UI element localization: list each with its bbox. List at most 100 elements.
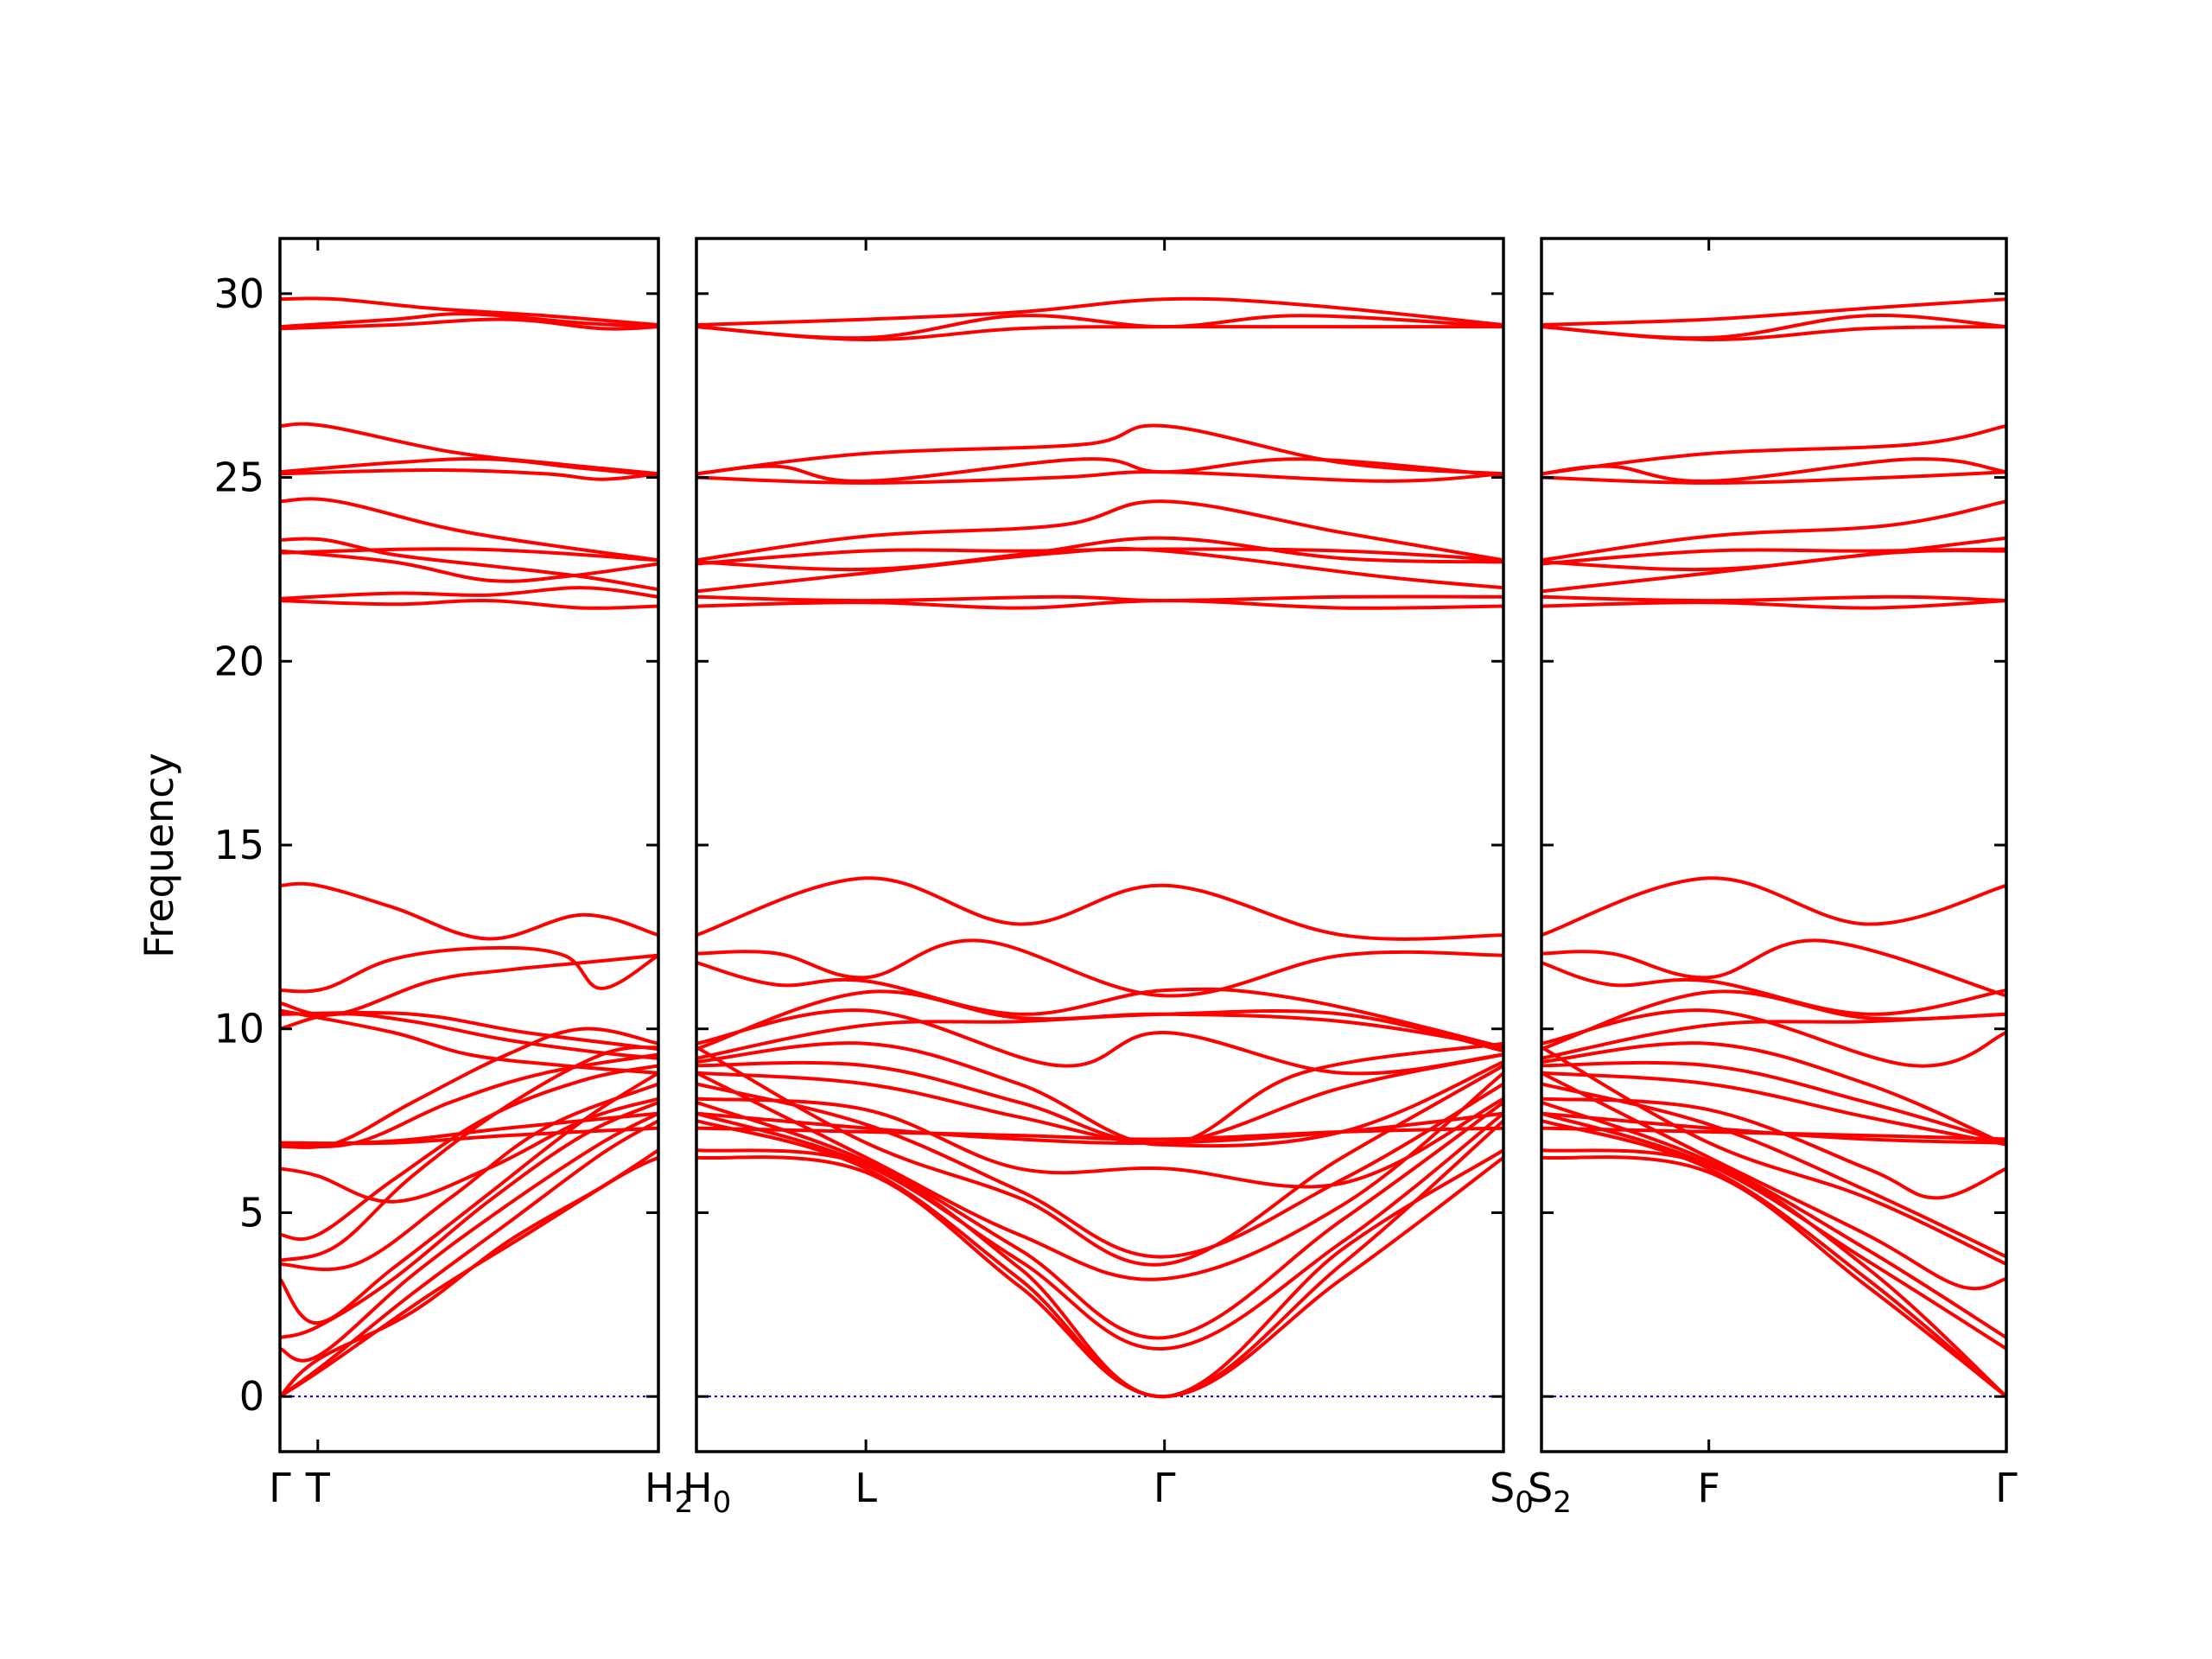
band-line: [696, 546, 1503, 594]
band-line: [696, 1071, 1503, 1281]
x-tick-label: S0: [1490, 1465, 1534, 1520]
band-line: [696, 599, 1503, 610]
band-line: [1541, 938, 2006, 998]
band-line: [280, 1148, 658, 1399]
band-line: [1541, 1071, 2006, 1147]
y-axis: 0 5 10 15 20 25 30: [213, 270, 264, 1420]
y-tick-label: 20: [213, 638, 264, 684]
y-tick-label: 5: [239, 1189, 264, 1236]
band-line: [696, 594, 1503, 603]
band-line: [280, 1008, 658, 1075]
band-line: [280, 497, 658, 563]
band-line: [1541, 1148, 2006, 1399]
band-line: [280, 1052, 658, 1149]
band-line: [1541, 1060, 2006, 1145]
band-line: [280, 881, 658, 941]
y-axis-label: Frequency: [136, 753, 182, 958]
band-line: [280, 1071, 658, 1325]
x-tick-label: Γ: [269, 1465, 291, 1511]
band-line: [280, 317, 658, 331]
band-line: [696, 324, 1503, 342]
band-line: [696, 423, 1503, 476]
bands: [280, 296, 658, 1399]
y-tick-label: 25: [213, 454, 264, 501]
panel-1: Γ T H2: [269, 237, 693, 1520]
band-line: [696, 470, 1503, 485]
band-line: [696, 1052, 1503, 1145]
x-tick-label: Γ: [1154, 1465, 1176, 1511]
band-line: [1541, 599, 2006, 610]
panel-2: H0 L Γ S0: [683, 237, 1534, 1520]
x-tick-label: L: [855, 1465, 877, 1511]
panel-3: S2 F Γ: [1528, 237, 2018, 1520]
bands: [696, 296, 1503, 1399]
band-line: [280, 945, 658, 994]
band-line: [1541, 1071, 2006, 1291]
band-line: [696, 1008, 1503, 1060]
band-line: [280, 1096, 658, 1204]
y-tick-label: 15: [213, 822, 264, 868]
band-line: [696, 876, 1503, 941]
x-tick-label: F: [1697, 1465, 1719, 1511]
band-line: [280, 312, 658, 329]
x-tick-label: H0: [683, 1465, 731, 1520]
band-line: [1541, 1046, 2006, 1266]
y-tick-label: 0: [239, 1373, 264, 1420]
band-line: [696, 1060, 1503, 1148]
band-line: [1541, 876, 2006, 938]
band-line: [1541, 1012, 2006, 1060]
band-line: [696, 1096, 1503, 1189]
band-line: [280, 1119, 658, 1399]
band-line: [1541, 499, 2006, 563]
band-line: [696, 961, 1503, 1049]
band-line: [1541, 470, 2006, 485]
band-line: [280, 586, 658, 601]
x-tick-label: T: [305, 1465, 331, 1511]
band-line: [1541, 1041, 2006, 1147]
band-line: [1541, 1082, 2006, 1259]
band-line: [1541, 325, 2006, 342]
band-line: [1541, 1008, 2006, 1068]
band-line: [280, 1100, 658, 1340]
band-line: [1541, 961, 2006, 1016]
band-line: [1541, 297, 2006, 327]
band-line: [280, 1027, 658, 1149]
band-line: [280, 1064, 658, 1242]
band-line: [696, 938, 1503, 998]
band-line: [1541, 457, 2006, 483]
band-line: [280, 296, 658, 327]
band-line: [696, 1119, 1503, 1399]
band-line: [280, 1111, 658, 1363]
band-line: [696, 536, 1503, 572]
x-tick-label: S2: [1528, 1465, 1572, 1520]
band-line: [1541, 424, 2006, 476]
band-line: [1541, 1100, 2006, 1340]
band-line: [1541, 1155, 2006, 1399]
y-tick-label: 10: [213, 1006, 264, 1052]
x-tick-label: Γ: [1995, 1465, 2018, 1511]
bands: [1541, 297, 2006, 1399]
band-line: [696, 499, 1503, 563]
band-line: [696, 1082, 1503, 1259]
band-line: [1541, 549, 2006, 594]
panel-frame: [1540, 237, 2008, 1453]
band-line: [696, 457, 1503, 483]
band-line: [696, 1008, 1503, 1076]
band-line: [696, 1148, 1503, 1399]
band-line: [696, 1041, 1503, 1147]
band-line: [280, 549, 658, 583]
band-line: [280, 1155, 658, 1399]
band-line: [280, 547, 658, 563]
band-line: [280, 457, 658, 478]
band-line: [696, 1046, 1503, 1267]
band-line: [280, 537, 658, 592]
x-tick-label: H2: [645, 1465, 693, 1520]
band-line: [280, 1046, 658, 1262]
band-line: [280, 1082, 658, 1272]
band-line: [696, 1111, 1503, 1351]
y-tick-label: 30: [213, 270, 264, 317]
band-line: [280, 468, 658, 481]
band-line: [696, 1155, 1503, 1399]
